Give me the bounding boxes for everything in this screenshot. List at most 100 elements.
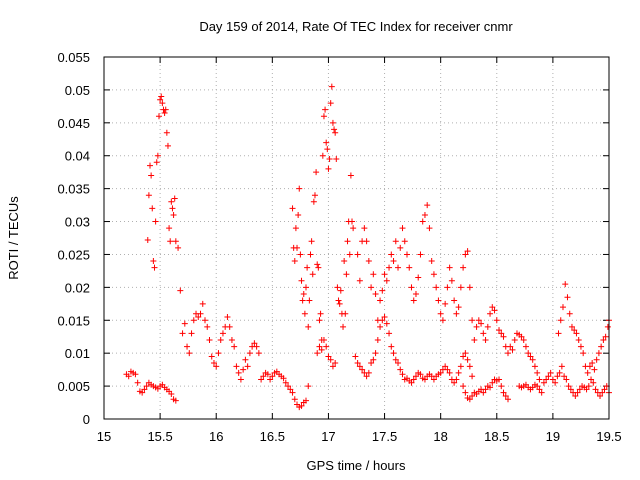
data-point [527,353,534,360]
data-point [314,350,321,357]
data-point [240,366,247,373]
data-point [181,320,188,327]
data-point [534,383,541,390]
data-point [306,297,313,304]
data-point [489,379,496,386]
data-point [562,281,569,288]
data-point [168,198,175,205]
data-point [335,297,342,304]
data-point [320,113,327,120]
data-point [195,313,202,320]
data-point [297,251,304,258]
data-point [327,356,334,363]
y-tick-label: 0.05 [65,83,90,98]
data-point [280,375,287,382]
data-point [148,172,155,179]
data-point [475,317,482,324]
data-point [169,205,176,212]
data-point [233,363,240,370]
data-point [386,330,393,337]
data-point [571,327,578,334]
data-point [161,109,168,116]
data-point [190,317,197,324]
data-point [334,284,341,291]
data-point [313,169,320,176]
data-point [282,379,289,386]
data-point [318,346,325,353]
data-point [331,126,338,133]
data-point [305,323,312,330]
data-point [151,264,158,271]
data-point [491,307,498,314]
x-tick-label: 17.5 [372,429,397,444]
data-point [601,386,608,393]
grid-lines [104,57,609,419]
data-point [171,195,178,202]
data-point [462,389,469,396]
data-point [572,392,579,399]
data-point [442,300,449,307]
data-point [518,333,525,340]
data-point [350,225,357,232]
y-tick-label: 0.025 [57,247,90,262]
data-point [370,356,377,363]
data-point [332,360,339,367]
data-point [417,251,424,258]
data-point [388,251,395,258]
plot-frame [103,56,610,420]
data-point [158,93,165,100]
data-point [462,251,469,258]
data-point [505,350,511,357]
data-point [573,330,580,337]
data-point [574,389,581,396]
data-point [354,360,361,367]
data-point [439,317,446,324]
tick-labels: 15 15.5 16 16.5 17 17.5 18 18.5 19 19.5 0 0.005 0.01… [57,50,621,444]
data-point [410,297,417,304]
data-point [208,353,215,360]
data-point [325,165,332,172]
data-point [469,392,476,399]
data-point [242,356,249,363]
data-point [166,225,173,232]
data-point [206,337,213,344]
data-point [484,323,491,330]
data-point [215,350,222,357]
data-point [556,369,563,376]
data-point [255,350,262,357]
data-point [444,366,451,373]
data-point [300,290,307,297]
data-point [231,343,238,350]
data-point [197,310,204,317]
y-axis-label: ROTI / TECUs [6,196,21,280]
data-point [177,287,184,294]
data-point [310,198,317,205]
data-point [552,379,559,386]
data-point [329,363,336,370]
data-point [397,366,404,373]
data-point [188,330,195,337]
data-point [304,264,311,271]
data-point [307,251,314,258]
data-point [325,353,332,360]
y-tick-label: 0 [83,412,90,427]
data-point [435,297,442,304]
data-point [204,323,211,330]
data-point [150,258,157,265]
data-point [568,323,575,330]
data-point [377,297,384,304]
data-point [397,244,404,251]
data-point [576,386,583,393]
data-point [489,304,496,311]
data-point [289,205,296,212]
data-point [487,384,494,391]
data-point [287,386,294,393]
data-point [529,356,536,363]
data-point [308,238,315,245]
data-point [381,313,388,320]
data-point [593,356,600,363]
x-axis-label: GPS time / hours [307,458,406,473]
data-point [291,396,298,403]
